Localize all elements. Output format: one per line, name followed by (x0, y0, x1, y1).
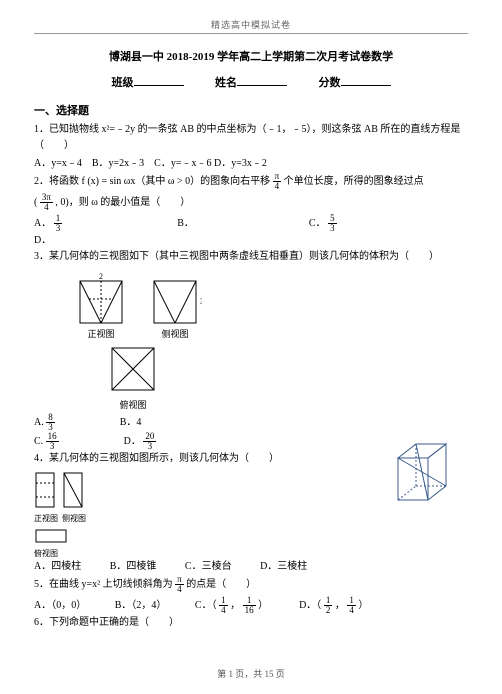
label-class: 班级 (112, 77, 134, 89)
info-row: 班级 姓名 分数 (34, 74, 468, 90)
q4-front-svg (34, 471, 58, 511)
q5-optC-post: ） (258, 598, 268, 614)
q4-optD: D．三棱柱 (260, 559, 307, 575)
front-view-svg: 2 (74, 271, 128, 325)
q2-l1a: 2．将函数 f (x) = sin ωx（其中 ω > 0）的图象向右平移 (34, 176, 270, 187)
q1-options: A．y=x﹣4 B．y=2x﹣3 C．y=﹣x﹣6 D．y=3x﹣2 (34, 156, 468, 172)
q2-l2a: ( (34, 197, 37, 208)
cube-figure (388, 438, 464, 517)
q3-options-row1: A. 83 B．4 (34, 413, 468, 432)
q3-optD-pre: D． (124, 434, 141, 450)
q4-optA: A．四棱柱 (34, 559, 81, 575)
q5-options: A．（0，0） B．（2，4） C．（ 14 ， 116 ） D．（ 12 ， … (34, 596, 468, 615)
q3-side-view: 3 侧视图 (148, 271, 202, 340)
q5-frac: π4 (175, 575, 184, 594)
q6-text: 6．下列命题中正确的是（ ） (34, 615, 468, 631)
blank-score (341, 76, 391, 86)
q2-frac2: 3π4 (40, 193, 53, 212)
q5-l1a: 5．在曲线 y=x² 上切线倾斜角为 (34, 579, 173, 590)
q4-options: A．四棱柱 B．四棱锥 C．三棱台 D．三棱柱 (34, 559, 468, 575)
label-name: 姓名 (215, 77, 237, 89)
q3-views: 2 正视图 3 侧视图 (74, 271, 468, 340)
q2-optD: D． (34, 233, 51, 249)
q3-top-label: 俯视图 (106, 398, 160, 411)
q3-front-view: 2 正视图 (74, 271, 128, 340)
q3-text: 3．某几何体的三视图如下（其中三视图中两条虚线互相垂直）则该几何体的体积为（ ） (34, 249, 468, 265)
q2-optC: C． (309, 216, 326, 232)
q5-optC-f2: 116 (243, 596, 256, 615)
q3-top-view: 俯视图 (106, 342, 160, 411)
q3-optA-frac: 83 (46, 413, 55, 432)
page-footer: 第 1 页，共 15 页 (0, 667, 502, 680)
q2-optB: B． (177, 216, 194, 232)
cube-svg (388, 438, 464, 514)
q5-optC-pre: C．（ (195, 598, 217, 614)
divider (34, 33, 468, 34)
q3-optC-pre: C. (34, 434, 43, 450)
svg-text:2: 2 (99, 272, 103, 281)
q2-frac1: π4 (273, 172, 282, 191)
q5-comma1: ， (230, 598, 240, 614)
q2-optA-frac: 13 (54, 214, 63, 233)
q3-optC-frac: 163 (46, 432, 59, 451)
q4-front-label: 正视图 (34, 513, 58, 524)
q2-line2: ( 3π4 , 0)，则 ω 的最小值是（ ） (34, 193, 468, 212)
q5-l1b: 的点是（ ） (186, 579, 256, 590)
label-score: 分数 (319, 77, 341, 89)
q4-side-svg (62, 471, 86, 511)
q2-optA: A． (34, 216, 51, 232)
q4-front-view: 正视图 (34, 471, 58, 524)
q3-front-label: 正视图 (74, 327, 128, 340)
q4-top-svg (34, 528, 68, 546)
q5-line1: 5．在曲线 y=x² 上切线倾斜角为 π4 的点是（ ） (34, 575, 468, 594)
blank-name (237, 76, 287, 86)
q4-optB: B．四棱锥 (110, 559, 157, 575)
q5-optA: A．（0，0） (34, 598, 86, 614)
q3-top-view-row: 俯视图 (106, 342, 468, 411)
q5-optD-f2: 14 (347, 596, 356, 615)
q2-line1: 2．将函数 f (x) = sin ωx（其中 ω > 0）的图象向右平移 π4… (34, 172, 468, 191)
header-watermark: 精选高中模拟试卷 (34, 18, 468, 31)
q2-l1b: 个单位长度，所得的图象经过点 (284, 176, 424, 187)
q2-options: A． 13 B． C． 53 D． (34, 214, 468, 249)
blank-class (134, 76, 184, 86)
q5-comma2: ， (335, 598, 345, 614)
q5-optC-f1: 14 (219, 596, 228, 615)
q5-optD-post: ） (358, 598, 368, 614)
q2-optC-frac: 53 (328, 214, 337, 233)
svg-text:3: 3 (200, 297, 202, 306)
q1-text: 1．已知抛物线 x²=﹣2y 的一条弦 AB 的中点坐标为（﹣1，﹣5），则这条… (34, 122, 468, 154)
top-view-svg (106, 342, 160, 396)
q2-l2b: , 0)，则 ω 的最小值是（ ） (55, 197, 190, 208)
section-heading: 一、选择题 (34, 102, 468, 118)
q4-side-view: 侧视图 (62, 471, 86, 524)
q3-side-label: 侧视图 (148, 327, 202, 340)
q4-side-label: 侧视图 (62, 513, 86, 524)
q5-optD-pre: D．（ (299, 598, 321, 614)
q3-optA-pre: A. (34, 415, 44, 431)
q4-optC: C．三棱台 (185, 559, 232, 575)
q3-optB: B．4 (120, 415, 142, 431)
q4-top-label: 俯视图 (34, 548, 468, 559)
exam-title: 博湖县一中 2018-2019 学年高二上学期第二次月考试卷数学 (34, 48, 468, 64)
q4-top-view: 俯视图 (34, 528, 468, 559)
page-content: 精选高中模拟试卷 博湖县一中 2018-2019 学年高二上学期第二次月考试卷数… (0, 0, 502, 631)
side-view-svg: 3 (148, 271, 202, 325)
q3-optD-frac: 203 (143, 432, 156, 451)
q5-optD-f1: 12 (324, 596, 333, 615)
q5-optB: B．（2，4） (115, 598, 167, 614)
